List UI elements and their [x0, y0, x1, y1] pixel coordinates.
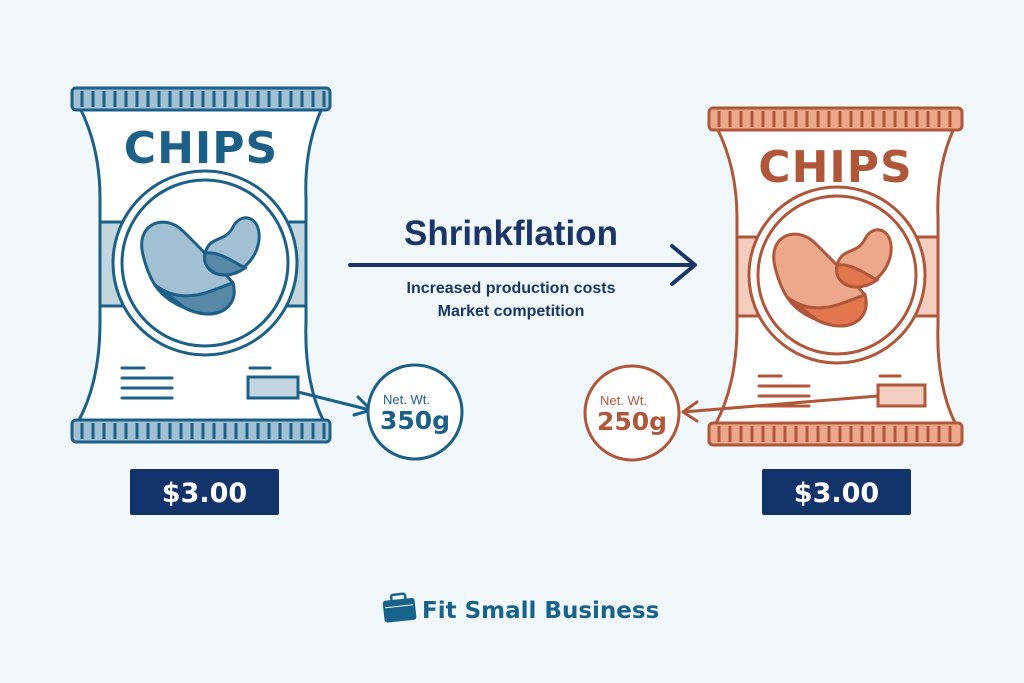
net-weight-value: 250g	[597, 407, 667, 436]
net-weight-badge: Net. Wt.350g	[366, 363, 464, 461]
brand-name: Fit Small Business	[422, 598, 659, 624]
weight-label-box	[246, 375, 300, 400]
chips-bag-after: CHIPS Net. Wt.250g	[583, 106, 964, 462]
chip-small-shadow	[203, 251, 248, 277]
price-before: $3.00	[162, 478, 247, 509]
chip-small-shadow	[835, 263, 880, 289]
price-after: $3.00	[794, 478, 879, 509]
net-weight-badge: Net. Wt.250g	[583, 364, 681, 462]
weight-label-box	[876, 383, 927, 408]
chips-icon	[140, 216, 261, 316]
net-weight-circle	[583, 364, 681, 462]
price-tag-after: $3.00	[762, 469, 911, 515]
bag-crimp-top	[707, 106, 964, 132]
net-weight-label: Net. Wt.	[383, 392, 430, 407]
bag-crimp-bottom	[707, 421, 964, 447]
chip-large-shadow	[154, 281, 236, 316]
bag-label: CHIPS	[758, 142, 912, 193]
briefcase-icon	[382, 592, 417, 623]
reason-1: Increased production costs	[407, 280, 616, 297]
chip-large-shadow	[786, 293, 868, 328]
net-weight-label: Net. Wt.	[600, 393, 647, 408]
chips-bag-before: CHIPS Net. Wt.350g	[70, 86, 464, 461]
pointer-arrow	[296, 390, 372, 412]
title: Shrinkflation	[404, 214, 618, 253]
net-weight-value: 350g	[380, 406, 450, 435]
arrow-head-icon	[681, 400, 699, 423]
bag-label: CHIPS	[124, 123, 278, 174]
reason-2: Market competition	[438, 303, 585, 320]
net-weight-circle	[366, 363, 464, 461]
price-tag-before: $3.00	[130, 469, 279, 515]
pointer-arrow	[681, 394, 880, 414]
fit-small-business-logo: Fit Small Business	[382, 592, 659, 624]
chips-icon	[772, 228, 893, 328]
right-arrow-icon	[348, 244, 697, 286]
